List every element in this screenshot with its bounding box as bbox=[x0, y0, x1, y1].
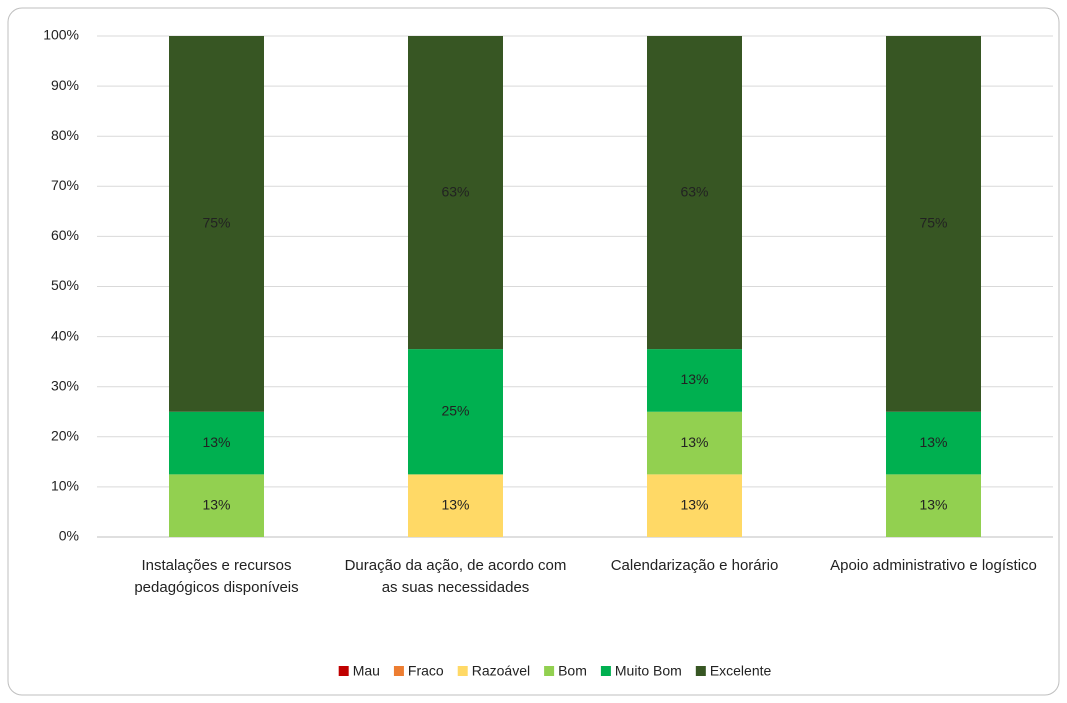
data-label: 75% bbox=[202, 215, 230, 231]
bar-segment bbox=[647, 36, 742, 350]
x-tick-label: Calendarização e horário bbox=[610, 557, 779, 574]
y-tick-label: 60% bbox=[51, 227, 79, 243]
x-tick-label: Apoio administrativo e logístico bbox=[830, 557, 1037, 574]
bar-segment bbox=[408, 474, 503, 537]
x-tick-label: Duração da ação, de acordo com as suas n… bbox=[344, 557, 567, 596]
data-label: 13% bbox=[680, 496, 708, 512]
data-label: 75% bbox=[919, 215, 947, 231]
y-tick-label: 40% bbox=[51, 327, 79, 343]
data-label: 13% bbox=[202, 434, 230, 450]
legend-swatch bbox=[695, 666, 706, 676]
y-tick-label: 90% bbox=[51, 77, 79, 93]
chart-frame bbox=[7, 7, 1060, 696]
bar-segment bbox=[886, 36, 981, 412]
data-label: 13% bbox=[202, 496, 230, 512]
y-tick-label: 10% bbox=[51, 478, 79, 494]
legend-swatch bbox=[457, 666, 468, 676]
y-tick-label: 100% bbox=[43, 27, 79, 43]
bar-segment bbox=[647, 411, 742, 475]
y-tick-label: 70% bbox=[51, 177, 79, 193]
legend-label: Fraco bbox=[408, 663, 444, 679]
legend-swatch bbox=[600, 666, 611, 676]
data-label: 63% bbox=[441, 183, 469, 199]
legend-swatch bbox=[544, 666, 555, 676]
bar-segment bbox=[408, 349, 503, 475]
y-tick-label: 80% bbox=[51, 127, 79, 143]
data-label: 13% bbox=[919, 496, 947, 512]
data-label: 63% bbox=[680, 183, 708, 199]
bar-segment bbox=[647, 474, 742, 537]
legend-label: Bom bbox=[558, 663, 587, 679]
bar-segment bbox=[169, 474, 264, 537]
bar-segment bbox=[169, 36, 264, 412]
legend-swatch bbox=[338, 666, 349, 676]
y-tick-label: 0% bbox=[59, 528, 79, 544]
data-label: 25% bbox=[441, 402, 469, 418]
legend-swatch bbox=[393, 666, 404, 676]
legend-label: Razoável bbox=[472, 663, 530, 679]
bar-segment bbox=[647, 349, 742, 412]
y-tick-label: 30% bbox=[51, 377, 79, 393]
bar-segment bbox=[886, 411, 981, 475]
data-label: 13% bbox=[441, 496, 469, 512]
data-label: 13% bbox=[919, 434, 947, 450]
bar-segment bbox=[408, 36, 503, 350]
legend-label: Mau bbox=[353, 663, 380, 679]
bar-segment bbox=[886, 474, 981, 537]
legend-label: Excelente bbox=[710, 663, 772, 679]
data-label: 13% bbox=[680, 434, 708, 450]
y-tick-label: 50% bbox=[51, 277, 79, 293]
bar-segment bbox=[169, 411, 264, 475]
data-label: 13% bbox=[680, 371, 708, 387]
x-tick-label: Instalações e recursos pedagógicos dispo… bbox=[134, 557, 299, 596]
y-tick-label: 20% bbox=[51, 428, 79, 444]
legend-label: Muito Bom bbox=[615, 663, 682, 679]
